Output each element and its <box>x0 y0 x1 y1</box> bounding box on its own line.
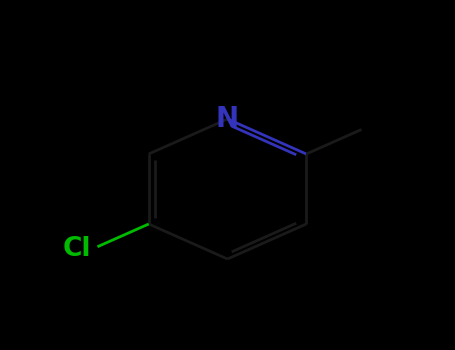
Text: Cl: Cl <box>63 236 91 261</box>
Text: N: N <box>216 105 239 133</box>
